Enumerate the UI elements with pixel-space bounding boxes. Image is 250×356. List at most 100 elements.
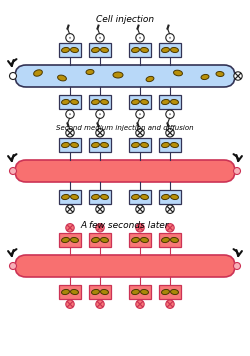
FancyBboxPatch shape	[15, 65, 235, 87]
Ellipse shape	[100, 99, 108, 105]
Bar	[89, 233, 111, 247]
Circle shape	[136, 33, 144, 42]
Ellipse shape	[162, 194, 170, 200]
Ellipse shape	[132, 99, 140, 105]
Ellipse shape	[70, 142, 78, 147]
Ellipse shape	[140, 194, 148, 199]
Circle shape	[96, 300, 104, 308]
Circle shape	[66, 300, 74, 308]
Circle shape	[96, 205, 104, 213]
Circle shape	[96, 224, 104, 232]
Circle shape	[169, 37, 171, 39]
Ellipse shape	[92, 194, 100, 200]
Text: Cell injection: Cell injection	[96, 16, 154, 25]
Ellipse shape	[162, 142, 170, 147]
Ellipse shape	[70, 99, 78, 105]
Ellipse shape	[113, 72, 123, 78]
Ellipse shape	[216, 72, 224, 77]
Ellipse shape	[132, 47, 140, 53]
Circle shape	[169, 113, 171, 115]
Bar	[129, 190, 151, 204]
Ellipse shape	[62, 194, 70, 200]
Circle shape	[136, 224, 144, 232]
Ellipse shape	[140, 289, 148, 294]
Bar	[89, 138, 111, 152]
Circle shape	[99, 113, 101, 115]
Ellipse shape	[140, 142, 148, 147]
Circle shape	[66, 33, 74, 42]
Ellipse shape	[201, 74, 209, 79]
Ellipse shape	[62, 99, 70, 105]
Bar	[89, 95, 111, 109]
Circle shape	[69, 113, 71, 115]
Bar	[159, 43, 181, 57]
Bar	[129, 138, 151, 152]
Ellipse shape	[170, 99, 178, 105]
Circle shape	[139, 113, 141, 115]
Bar	[89, 43, 111, 57]
Ellipse shape	[70, 289, 78, 294]
Ellipse shape	[100, 237, 108, 242]
Bar	[59, 95, 81, 109]
Ellipse shape	[58, 75, 66, 81]
Ellipse shape	[170, 142, 178, 147]
Ellipse shape	[170, 194, 178, 199]
Ellipse shape	[92, 99, 100, 105]
Ellipse shape	[70, 47, 78, 53]
Ellipse shape	[132, 237, 140, 242]
Circle shape	[96, 33, 104, 42]
Ellipse shape	[34, 70, 42, 76]
Ellipse shape	[140, 99, 148, 105]
Bar	[59, 285, 81, 299]
Ellipse shape	[146, 77, 154, 82]
Circle shape	[66, 224, 74, 232]
Ellipse shape	[92, 47, 100, 53]
Circle shape	[136, 110, 144, 119]
Ellipse shape	[92, 289, 100, 294]
Circle shape	[96, 110, 104, 119]
Circle shape	[166, 110, 174, 119]
FancyBboxPatch shape	[15, 160, 235, 182]
Ellipse shape	[162, 289, 170, 294]
Circle shape	[10, 73, 16, 79]
Bar	[89, 190, 111, 204]
Circle shape	[234, 72, 242, 80]
Ellipse shape	[162, 237, 170, 242]
Ellipse shape	[140, 47, 148, 53]
Bar	[159, 95, 181, 109]
Bar	[129, 95, 151, 109]
Bar	[59, 43, 81, 57]
Circle shape	[66, 110, 74, 119]
Text: A few seconds later: A few seconds later	[81, 221, 169, 230]
Circle shape	[234, 168, 240, 174]
Bar	[129, 43, 151, 57]
Ellipse shape	[170, 289, 178, 294]
Circle shape	[66, 205, 74, 213]
Ellipse shape	[100, 142, 108, 147]
Bar	[59, 233, 81, 247]
Circle shape	[166, 224, 174, 232]
FancyBboxPatch shape	[15, 255, 235, 277]
Ellipse shape	[62, 289, 70, 294]
Ellipse shape	[132, 194, 140, 200]
Circle shape	[166, 205, 174, 213]
Ellipse shape	[140, 237, 148, 242]
Ellipse shape	[62, 142, 70, 147]
Circle shape	[166, 129, 174, 137]
Text: Second medium injection and diffusion: Second medium injection and diffusion	[56, 125, 194, 131]
Ellipse shape	[62, 237, 70, 242]
Bar	[159, 190, 181, 204]
Circle shape	[136, 129, 144, 137]
Ellipse shape	[100, 47, 108, 53]
Bar	[159, 285, 181, 299]
Circle shape	[136, 300, 144, 308]
Circle shape	[234, 262, 240, 269]
Bar	[159, 233, 181, 247]
Ellipse shape	[162, 99, 170, 105]
Ellipse shape	[86, 69, 94, 74]
Circle shape	[136, 205, 144, 213]
Bar	[129, 233, 151, 247]
Ellipse shape	[70, 194, 78, 199]
Ellipse shape	[92, 142, 100, 147]
Circle shape	[66, 129, 74, 137]
